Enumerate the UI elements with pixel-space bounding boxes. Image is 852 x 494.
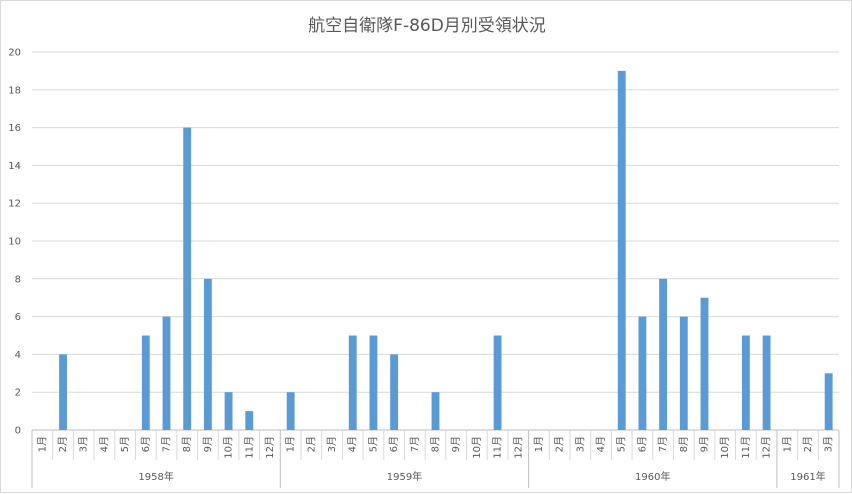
x-tick-label: 1月 — [533, 436, 545, 452]
year-label: 1958年 — [138, 470, 173, 483]
bar — [679, 316, 688, 430]
x-tick-label: 12月 — [512, 436, 524, 459]
x-tick-label: 3月 — [326, 436, 338, 452]
x-tick-label: 10月 — [471, 436, 483, 459]
bar — [617, 70, 626, 431]
bar — [824, 373, 833, 430]
year-label: 1960年 — [635, 470, 670, 483]
x-tick-label: 5月 — [616, 436, 628, 452]
y-tick-label: 10 — [8, 237, 21, 248]
x-tick-label: 10月 — [719, 436, 731, 459]
y-tick-label: 14 — [8, 161, 21, 172]
x-tick-label: 1月 — [285, 436, 297, 452]
bar — [493, 335, 502, 430]
x-tick-label: 2月 — [802, 436, 814, 452]
x-tick-label: 6月 — [388, 436, 400, 452]
x-tick-label: 6月 — [636, 436, 648, 452]
bar — [638, 316, 647, 430]
chart-title: 航空自衛隊F-86D月別受領状況 — [308, 16, 546, 36]
bar — [390, 354, 399, 430]
x-tick-label: 7月 — [161, 436, 173, 452]
y-tick-label: 4 — [15, 350, 21, 361]
x-tick-label: 2月 — [305, 436, 317, 452]
x-tick-label: 11月 — [492, 436, 504, 459]
x-tick-label: 1月 — [36, 436, 48, 452]
x-tick-label: 11月 — [243, 436, 255, 459]
x-tick-label: 4月 — [98, 436, 110, 452]
bar — [762, 335, 771, 430]
year-label: 1959年 — [387, 470, 422, 483]
bar — [224, 392, 233, 430]
bar — [59, 354, 67, 430]
bar — [245, 411, 254, 430]
x-tick-label: 6月 — [140, 436, 152, 452]
y-tick-label: 18 — [8, 85, 21, 96]
x-tick-label: 4月 — [347, 436, 359, 452]
x-tick-label: 7月 — [657, 436, 669, 452]
x-tick-label: 3月 — [78, 436, 90, 452]
x-tick-label: 1月 — [781, 436, 793, 452]
bar — [659, 278, 668, 430]
x-tick-label: 9月 — [699, 436, 711, 452]
x-tick-label: 2月 — [57, 436, 69, 452]
x-tick-label: 8月 — [678, 436, 690, 452]
y-tick-label: 12 — [8, 199, 21, 210]
x-tick-label: 5月 — [367, 436, 379, 452]
bar — [183, 127, 192, 430]
x-tick-label: 2月 — [554, 436, 566, 452]
x-tick-label: 12月 — [761, 436, 773, 459]
x-tick-label: 3月 — [574, 436, 586, 452]
bar — [162, 316, 171, 430]
y-tick-label: 2 — [15, 388, 21, 399]
bar — [203, 278, 212, 430]
y-tick-label: 0 — [15, 426, 21, 437]
bar — [431, 392, 440, 430]
x-tick-label: 12月 — [264, 436, 276, 459]
y-tick-label: 20 — [8, 48, 21, 59]
x-tick-label: 9月 — [202, 436, 214, 452]
y-tick-label: 8 — [15, 274, 21, 285]
y-tick-label: 6 — [15, 312, 21, 323]
bar — [286, 392, 295, 430]
bar — [700, 297, 709, 430]
x-tick-label: 5月 — [119, 436, 131, 452]
x-tick-label: 9月 — [450, 436, 462, 452]
x-tick-label: 4月 — [595, 436, 607, 452]
bar — [741, 335, 750, 430]
x-tick-label: 11月 — [740, 436, 752, 459]
year-label: 1961年 — [790, 470, 825, 483]
bar — [369, 335, 378, 430]
x-tick-label: 3月 — [823, 436, 835, 452]
x-tick-label: 8月 — [430, 436, 442, 452]
bar — [141, 335, 150, 430]
x-tick-label: 8月 — [181, 436, 193, 452]
y-tick-label: 16 — [8, 123, 21, 134]
x-tick-label: 10月 — [223, 436, 235, 459]
x-tick-label: 7月 — [409, 436, 421, 452]
bar — [348, 335, 357, 430]
